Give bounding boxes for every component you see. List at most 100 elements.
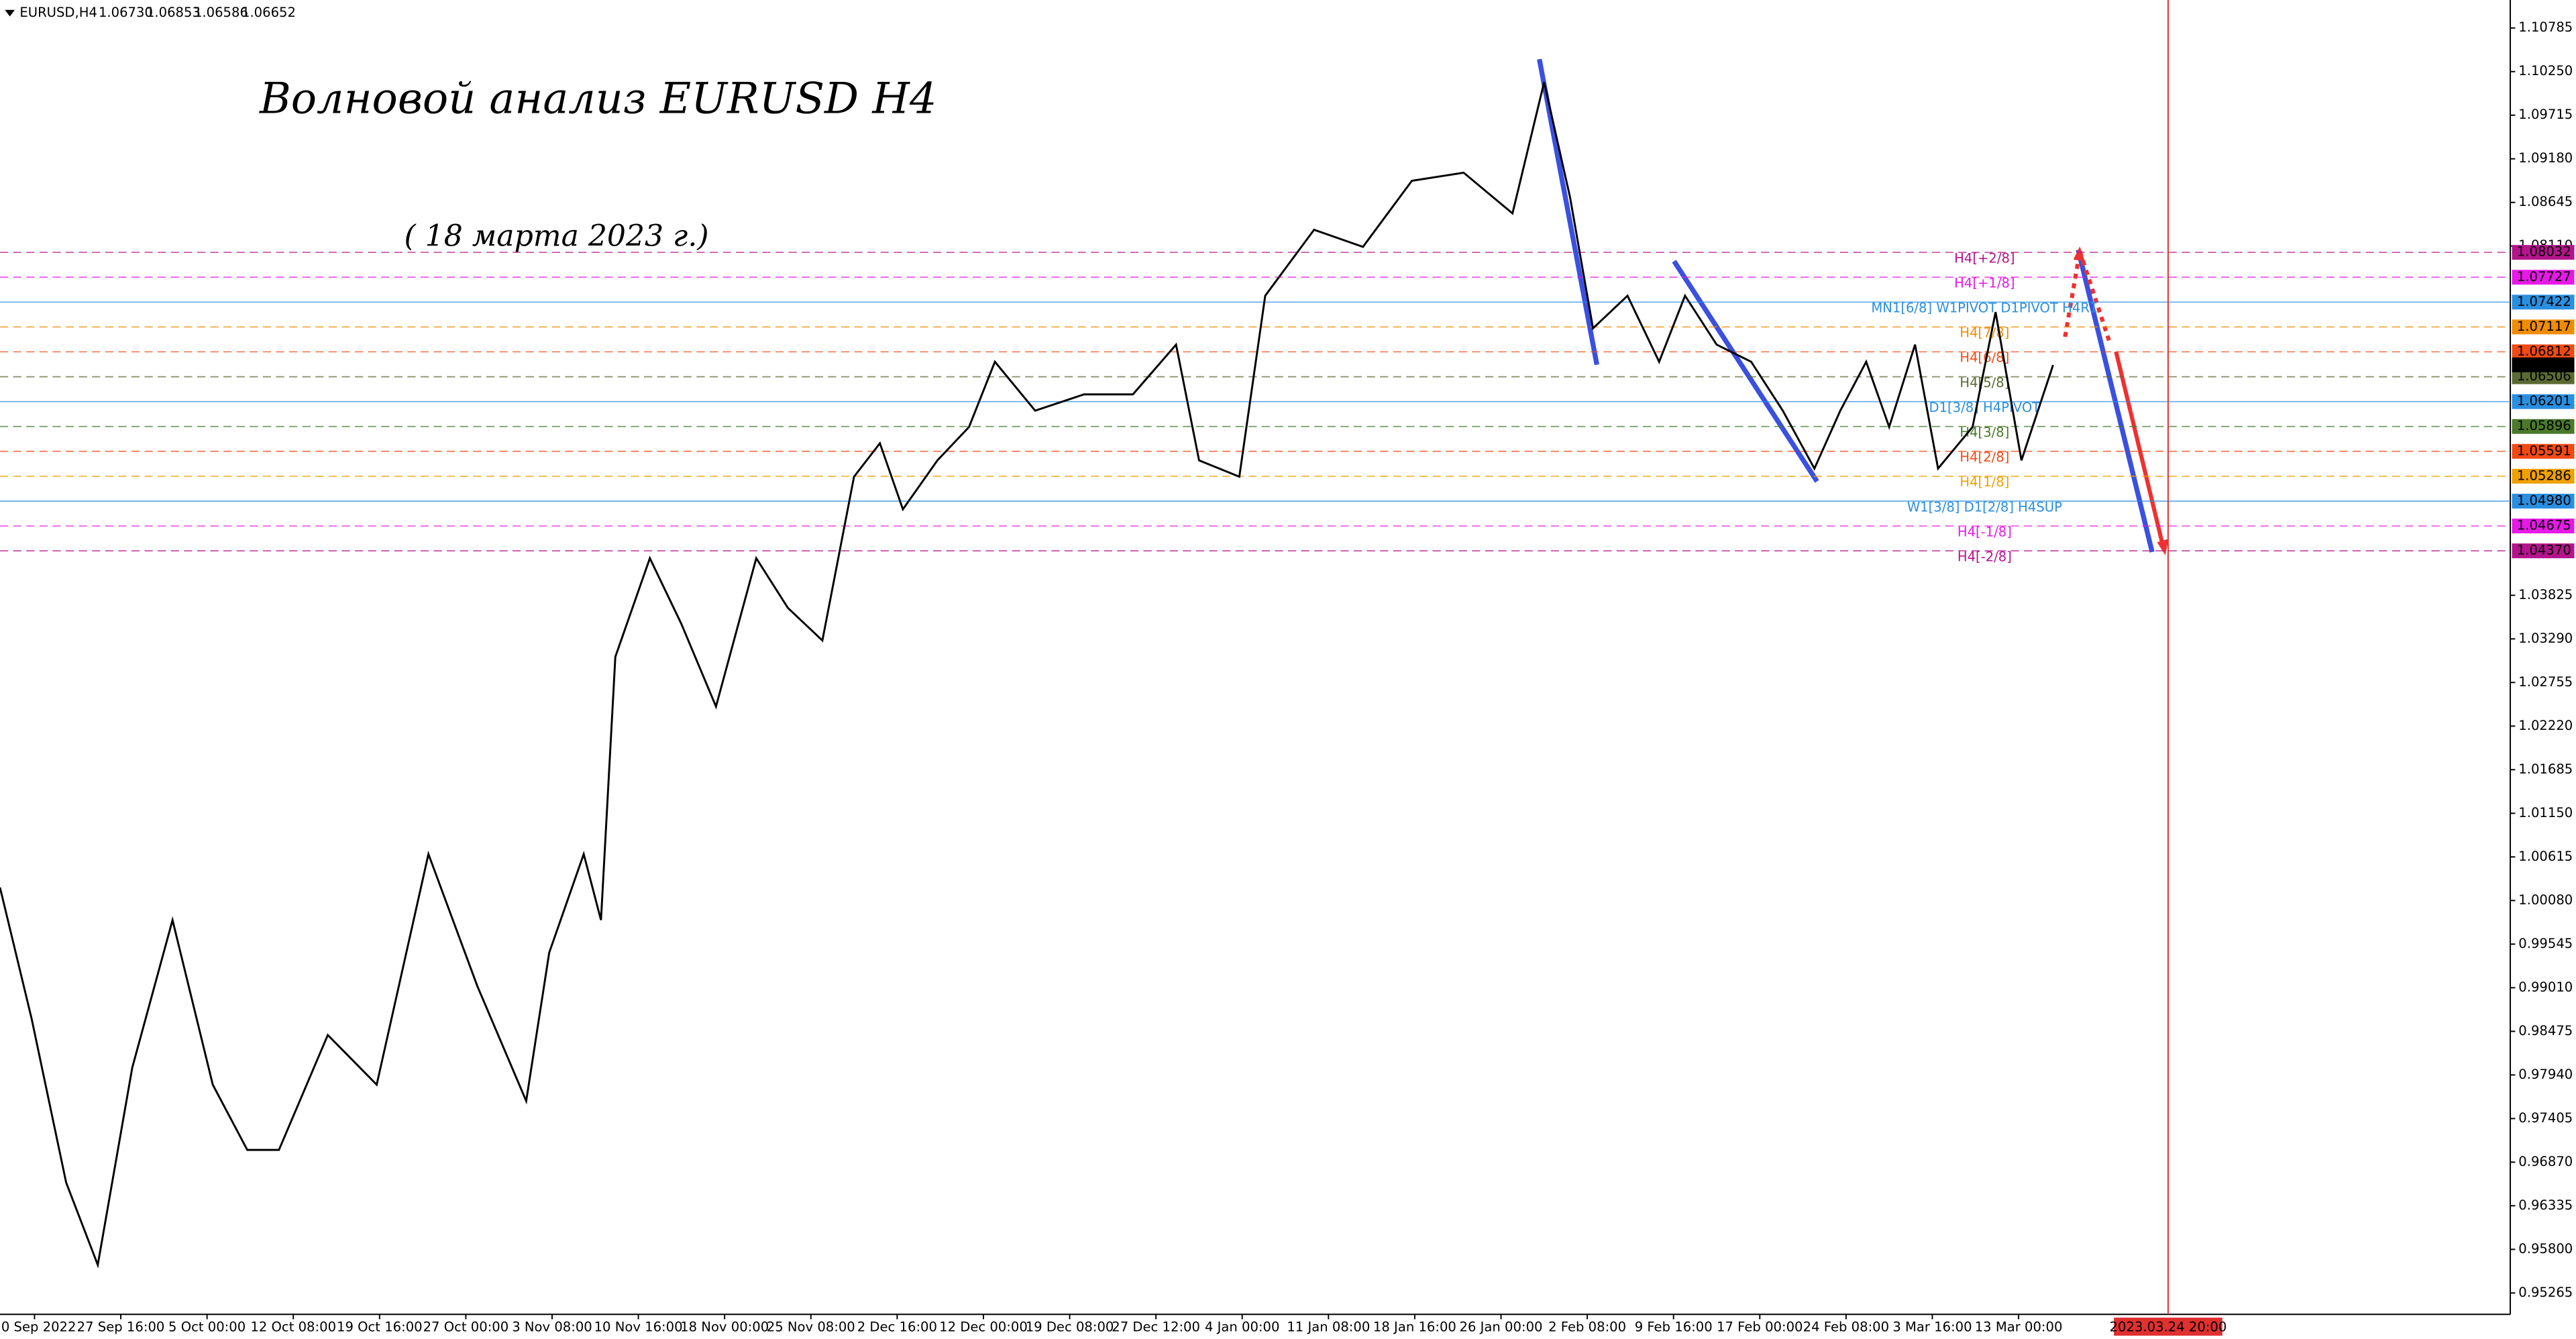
level-price-box	[2512, 543, 2575, 559]
x-tick-label: 3 Nov 08:00	[512, 1319, 592, 1334]
last-price-label: 1.06652	[2517, 356, 2571, 372]
level-price-label: 1.07422	[2517, 294, 2571, 309]
level-price-box	[2512, 494, 2575, 509]
y-tick-label: 1.01150	[2518, 805, 2573, 820]
level-name: H4[5/8]	[1960, 375, 2009, 390]
y-tick-label: 0.96335	[2518, 1197, 2573, 1213]
level-name: H4[1/8]	[1960, 474, 2009, 490]
ohlc-value: 1.06586	[194, 5, 248, 20]
level-name: H4[+2/8]	[1954, 251, 2015, 266]
y-tick-label: 0.97940	[2518, 1067, 2573, 1082]
level-name: H4[7/8]	[1960, 325, 2009, 341]
time-marker-label: 2023.03.24 20:00	[2110, 1319, 2227, 1334]
x-tick-label: 12 Oct 08:00	[250, 1319, 336, 1334]
level-name: H4[6/8]	[1960, 350, 2009, 366]
arrow-head	[2157, 539, 2169, 555]
y-tick-label: 1.03290	[2518, 631, 2573, 646]
x-tick-label: 18 Nov 00:00	[680, 1319, 769, 1334]
y-tick-label: 0.95265	[2518, 1285, 2573, 1300]
x-tick-label: 4 Jan 00:00	[1205, 1319, 1280, 1334]
level-price-box	[2512, 294, 2575, 310]
y-tick-label: 0.97405	[2518, 1110, 2573, 1126]
y-tick-label: 0.96870	[2518, 1154, 2573, 1169]
level-price-box	[2512, 319, 2575, 335]
y-tick-label: 0.99010	[2518, 979, 2573, 995]
level-price-box	[2512, 443, 2575, 459]
level-name: MN1[6/8] W1PIVOT D1PIVOT H4R1	[1871, 301, 2098, 316]
level-name: H4[+1/8]	[1954, 276, 2015, 291]
level-price-label: 1.07117	[2517, 319, 2571, 334]
y-tick-label: 1.00080	[2518, 892, 2573, 908]
wave-line	[1537, 58, 1600, 366]
x-tick-label: 27 Sep 16:00	[77, 1319, 165, 1334]
y-tick-label: 1.10785	[2518, 19, 2573, 35]
level-price-label: 1.06201	[2517, 393, 2571, 409]
y-tick-label: 0.99545	[2518, 936, 2573, 951]
level-price-label: 1.07727	[2517, 269, 2571, 284]
x-tick-label: 13 Mar 00:00	[1975, 1319, 2063, 1334]
x-tick-label: 19 Oct 16:00	[337, 1319, 423, 1334]
x-tick-label: 9 Feb 16:00	[1635, 1319, 1713, 1334]
wave-line	[1672, 260, 1819, 483]
level-name: D1[3/8] H4PIVOT	[1929, 400, 2041, 415]
level-price-box	[2512, 419, 2575, 434]
menu-arrow	[5, 9, 15, 17]
x-tick-label: 10 Nov 16:00	[594, 1319, 683, 1334]
arrow-head	[2073, 246, 2085, 262]
y-tick-label: 1.08645	[2518, 194, 2573, 209]
x-tick-label: 27 Dec 12:00	[1112, 1319, 1200, 1334]
level-price-box	[2512, 394, 2575, 409]
x-tick-label: 12 Dec 00:00	[939, 1319, 1028, 1334]
level-price-box	[2512, 468, 2575, 484]
forecast-line	[2114, 351, 2166, 549]
y-tick-label: 1.09715	[2518, 107, 2573, 122]
level-price-label: 1.04980	[2517, 493, 2571, 508]
level-name: H4[2/8]	[1960, 449, 2009, 465]
chart-subtitle: ( 18 марта 2023 г.)	[404, 219, 708, 254]
x-tick-label: 24 Feb 08:00	[1803, 1319, 1889, 1334]
y-tick-label: 1.00615	[2518, 849, 2573, 864]
x-tick-label: 3 Mar 16:00	[1892, 1319, 1972, 1334]
level-price-box	[2512, 245, 2575, 260]
last-price-box	[2512, 357, 2575, 372]
time-marker-box	[2114, 1318, 2222, 1336]
level-name: H4[-1/8]	[1957, 524, 2012, 539]
x-tick-label: 25 Nov 08:00	[767, 1319, 855, 1334]
x-tick-label: 26 Jan 00:00	[1460, 1319, 1543, 1334]
level-price-label: 1.06812	[2517, 343, 2571, 359]
x-tick-label: 11 Jan 08:00	[1287, 1319, 1370, 1334]
x-tick-label: 17 Feb 00:00	[1717, 1319, 1803, 1334]
ohlc-value: 1.06730	[99, 5, 153, 20]
x-tick-label: 20 Sep 2022	[0, 1319, 76, 1334]
level-price-box	[2512, 270, 2575, 285]
level-price-box	[2512, 344, 2575, 360]
y-tick-label: 1.02755	[2518, 674, 2573, 690]
x-tick-label: 18 Jan 16:00	[1373, 1319, 1456, 1334]
y-tick-label: 1.02220	[2518, 718, 2573, 733]
level-price-label: 1.04370	[2517, 543, 2571, 558]
y-tick-label: 1.03825	[2518, 587, 2573, 602]
level-price-box	[2512, 369, 2575, 384]
level-price-label: 1.05896	[2517, 418, 2571, 433]
forecast-line	[2063, 251, 2082, 337]
x-tick-label: 19 Dec 08:00	[1026, 1319, 1114, 1334]
chart-title: Волновой анализ EURUSD H4	[259, 74, 936, 123]
x-tick-label: 2 Dec 16:00	[857, 1319, 937, 1334]
ohlc-value: 1.06853	[146, 5, 201, 20]
level-price-label: 1.04675	[2517, 518, 2571, 533]
level-price-label: 1.08032	[2517, 244, 2571, 260]
level-price-label: 1.05591	[2517, 443, 2571, 458]
y-tick-label: 0.95800	[2518, 1241, 2573, 1256]
x-tick-label: 5 Oct 00:00	[168, 1319, 246, 1334]
ohlc-value: 1.06652	[241, 5, 296, 20]
level-name: W1[3/8] D1[2/8] H4SUP	[1907, 499, 2062, 515]
x-tick-label: 2 Feb 08:00	[1548, 1319, 1626, 1334]
price-line	[0, 82, 2054, 1269]
y-tick-label: 1.10250	[2518, 63, 2573, 78]
y-tick-label: 0.98475	[2518, 1023, 2573, 1038]
level-name: H4[-2/8]	[1957, 549, 2012, 564]
